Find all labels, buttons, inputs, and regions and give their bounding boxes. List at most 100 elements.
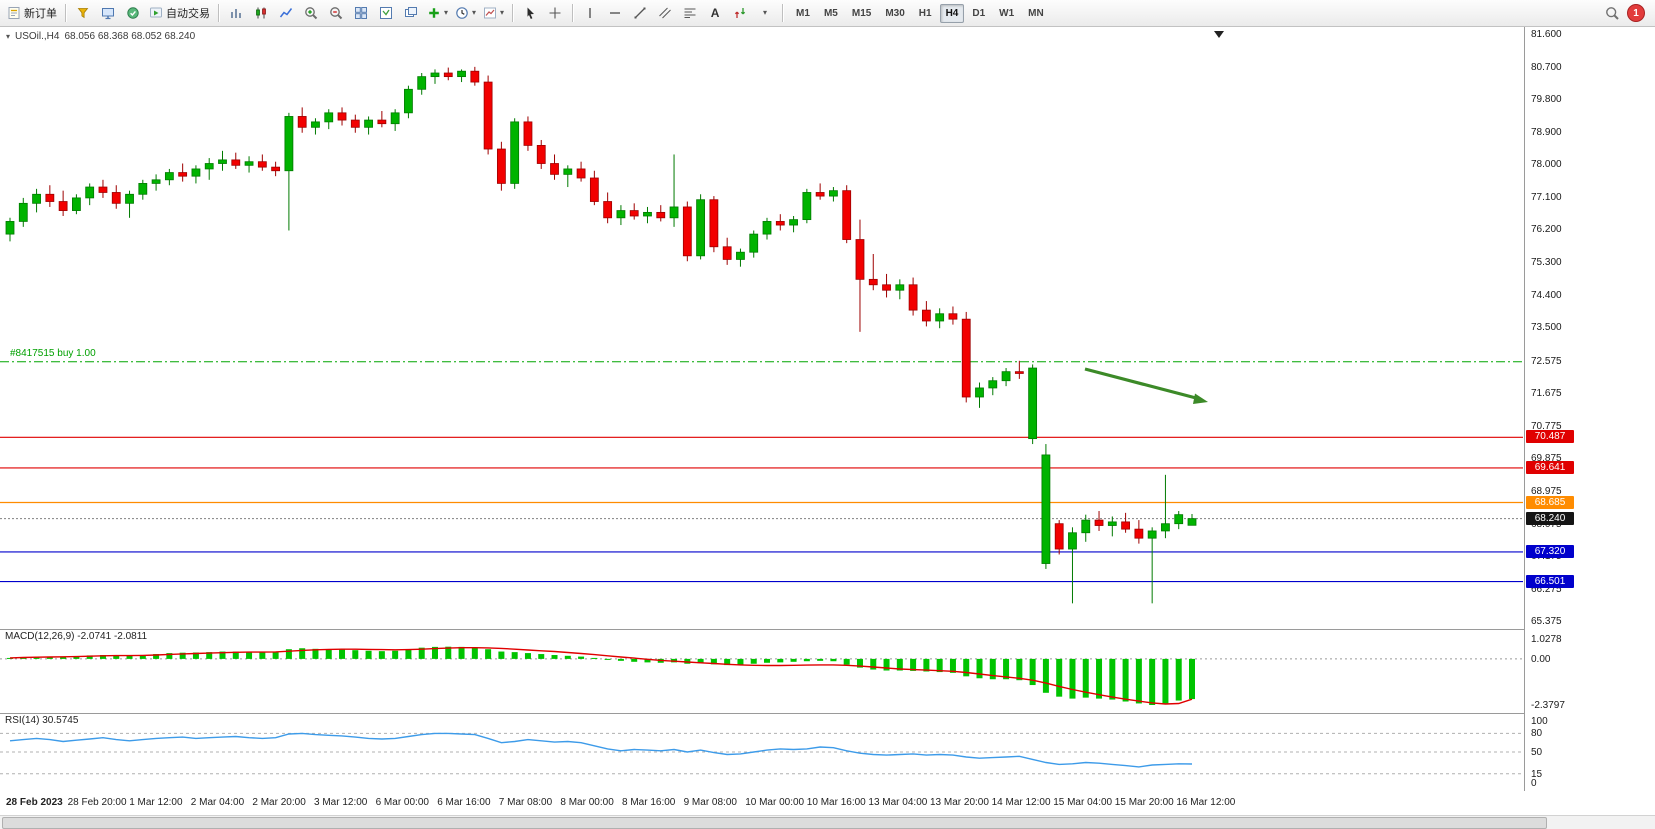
- rsi-scale-label: 50: [1531, 747, 1543, 758]
- crosshair-button[interactable]: [543, 2, 567, 24]
- timeframe-button-m5[interactable]: M5: [818, 4, 844, 23]
- search-button[interactable]: [1600, 2, 1624, 24]
- horizontal-line-button[interactable]: [603, 2, 627, 24]
- line-chart-icon: [279, 8, 293, 18]
- new-order-button[interactable]: 新订单: [4, 2, 60, 24]
- candle-body: [98, 186, 108, 193]
- candle-body: [470, 70, 480, 83]
- search-icon: [1605, 6, 1619, 20]
- price-scale-label: 78.900: [1531, 126, 1562, 138]
- candle-body: [18, 202, 28, 222]
- arrange-windows-button[interactable]: [374, 2, 398, 24]
- candlestick-chart[interactable]: [0, 27, 1523, 629]
- plus-icon: [429, 8, 439, 18]
- cascade-windows-button[interactable]: [399, 2, 423, 24]
- macd-panel[interactable]: MACD(12,26,9) -2.0741 -2.0811: [0, 629, 1523, 713]
- more-tools-button[interactable]: ▾: [753, 2, 777, 24]
- macd-histogram-bar: [113, 655, 120, 659]
- macd-histogram-bar: [856, 658, 863, 668]
- timeframe-button-mn[interactable]: MN: [1022, 4, 1050, 23]
- rsi-panel[interactable]: RSI(14) 30.5745: [0, 713, 1523, 791]
- candle-body: [457, 70, 466, 78]
- text-tool-button[interactable]: A: [703, 2, 727, 24]
- timeframe-button-d1[interactable]: D1: [966, 4, 991, 23]
- zoom-in-button[interactable]: [299, 2, 323, 24]
- macd-histogram-bar: [551, 655, 558, 659]
- data-window-button[interactable]: [96, 2, 120, 24]
- timeframe-button-h4[interactable]: H4: [939, 3, 965, 23]
- macd-histogram-bar: [617, 658, 624, 661]
- panel-separator[interactable]: [0, 713, 1655, 714]
- chart-collapse-icon[interactable]: ▾: [6, 32, 11, 41]
- macd-chart[interactable]: [0, 629, 1523, 713]
- macd-histogram-bar: [949, 658, 956, 673]
- line-chart-button[interactable]: [274, 2, 298, 24]
- macd-histogram-bar: [485, 649, 492, 659]
- terminal-button[interactable]: [121, 2, 145, 24]
- templates-button[interactable]: ▾: [480, 2, 507, 24]
- panel-separator[interactable]: [0, 629, 1655, 630]
- macd-histogram-bar: [219, 651, 226, 659]
- price-badge: 69.641: [1526, 460, 1574, 474]
- fibonacci-button[interactable]: [678, 2, 702, 24]
- candle-body: [643, 211, 652, 217]
- macd-histogram-bar: [538, 654, 545, 659]
- macd-scale-label: 1.0278: [1531, 633, 1562, 645]
- autotrading-button[interactable]: 自动交易: [146, 2, 213, 24]
- candle-body: [563, 168, 573, 175]
- candle-body: [682, 206, 692, 257]
- candle-body: [802, 192, 812, 221]
- price-badge: 68.685: [1526, 495, 1574, 509]
- crosshair-icon: [549, 7, 561, 19]
- price-scale[interactable]: 81.600 80.700 79.800 78.900 78.000 77.100 76.2…: [1524, 27, 1655, 791]
- macd-histogram-bar: [445, 646, 452, 659]
- candle-body: [550, 163, 559, 175]
- channel-button[interactable]: [653, 2, 677, 24]
- timeframe-button-m1[interactable]: M1: [790, 4, 816, 23]
- candle-body: [789, 219, 798, 226]
- timeframe-button-w1[interactable]: W1: [993, 4, 1020, 23]
- macd-histogram-bar: [564, 655, 571, 659]
- new-chart-button[interactable]: ▾: [424, 2, 451, 24]
- candle-body: [696, 199, 706, 257]
- candle-body: [669, 206, 679, 219]
- bar-chart-button[interactable]: [224, 2, 248, 24]
- rsi-chart[interactable]: [0, 713, 1523, 791]
- macd-histogram-bar: [418, 647, 425, 659]
- notification-badge[interactable]: 1: [1627, 4, 1645, 22]
- arrows-tool-button[interactable]: [728, 2, 752, 24]
- timeframe-button-h1[interactable]: H1: [913, 4, 938, 23]
- price-scale-label: 68.975: [1531, 486, 1562, 498]
- periods-button[interactable]: ▾: [452, 2, 479, 24]
- zoom-out-button[interactable]: [324, 2, 348, 24]
- macd-histogram-bar: [764, 658, 771, 663]
- macd-histogram-bar: [591, 657, 598, 659]
- candle-body: [1134, 528, 1144, 539]
- candle-body: [948, 313, 958, 320]
- candle-body: [271, 166, 281, 172]
- candle-body: [1174, 514, 1184, 525]
- vertical-line-button[interactable]: [578, 2, 602, 24]
- bar-chart-icon: [231, 9, 241, 18]
- time-axis[interactable]: 28 Feb 2023 28 Feb 20:00 1 Mar 12:00 2 Mar …: [0, 791, 1655, 815]
- macd-histogram-bar: [1016, 658, 1023, 681]
- price-badge: 68.240: [1526, 511, 1574, 525]
- price-badge: 67.320: [1526, 544, 1574, 558]
- trendline-button[interactable]: [628, 2, 652, 24]
- market-watch-button[interactable]: [71, 2, 95, 24]
- horizontal-scrollbar[interactable]: [0, 815, 1655, 829]
- trendline-icon: [634, 7, 646, 19]
- scrollbar-thumb[interactable]: [2, 817, 1547, 829]
- cascade-windows-icon: [405, 7, 417, 17]
- tile-windows-button[interactable]: [349, 2, 373, 24]
- timeframe-button-m30[interactable]: M30: [879, 4, 910, 23]
- timeframe-button-m15[interactable]: M15: [846, 4, 877, 23]
- cursor-button[interactable]: [518, 2, 542, 24]
- price-badge: 66.501: [1526, 574, 1574, 588]
- price-scale-label: 78.000: [1531, 159, 1562, 171]
- macd-histogram-bar: [431, 646, 438, 659]
- candle-body: [45, 193, 55, 202]
- main-chart-panel[interactable]: ▾ USOil.,H4 68.056 68.368 68.052 68.240 …: [0, 27, 1523, 629]
- candlestick-button[interactable]: [249, 2, 273, 24]
- macd-histogram-bar: [126, 655, 133, 659]
